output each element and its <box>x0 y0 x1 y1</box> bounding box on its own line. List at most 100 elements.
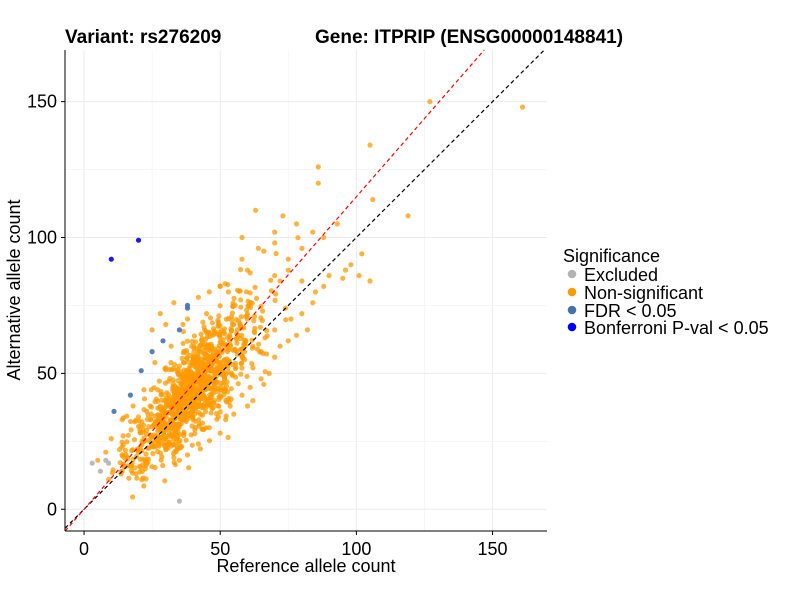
point-non-significant <box>132 419 138 425</box>
point-non-significant <box>206 368 212 374</box>
point-non-significant <box>217 334 223 341</box>
point-non-significant <box>184 355 190 361</box>
point-non-significant <box>206 289 212 295</box>
point-non-significant <box>334 221 340 227</box>
point-non-significant <box>191 333 197 339</box>
point-non-significant <box>261 381 267 387</box>
point-non-significant <box>191 349 197 355</box>
point-non-significant <box>252 330 258 336</box>
point-non-significant <box>209 320 215 326</box>
point-non-significant <box>312 289 319 295</box>
point-non-significant <box>256 341 262 347</box>
point-non-significant <box>239 392 245 398</box>
point-non-significant <box>158 392 164 398</box>
point-non-significant <box>179 386 185 392</box>
point-non-significant <box>321 283 327 289</box>
point-non-significant <box>223 417 229 423</box>
point-non-significant <box>229 317 235 323</box>
point-non-significant <box>252 284 258 290</box>
point-non-significant <box>149 464 155 470</box>
point-non-significant <box>367 142 373 148</box>
point-non-significant <box>153 444 159 450</box>
point-non-significant <box>163 446 169 453</box>
point-non-significant <box>197 396 203 402</box>
point-non-significant <box>266 370 272 376</box>
point-non-significant <box>239 256 245 262</box>
point-non-significant <box>244 373 250 379</box>
point-non-significant <box>143 451 149 457</box>
point-non-significant <box>209 361 215 367</box>
legend-swatch-excluded <box>567 269 577 279</box>
point-non-significant <box>172 462 178 468</box>
point-non-significant <box>221 380 227 386</box>
point-non-significant <box>178 380 184 386</box>
point-non-significant <box>141 387 147 393</box>
ref-line-fitted <box>64 49 485 532</box>
point-non-significant <box>251 318 257 324</box>
point-non-significant <box>163 365 169 371</box>
point-non-significant <box>208 410 214 416</box>
point-non-significant <box>246 302 252 308</box>
point-non-significant <box>155 387 161 393</box>
point-non-significant <box>192 363 199 369</box>
point-non-significant <box>170 377 176 383</box>
point-non-significant <box>197 446 203 452</box>
point-non-significant <box>239 365 245 371</box>
points-layer <box>89 99 526 504</box>
point-non-significant <box>273 291 279 297</box>
point-non-significant <box>207 330 213 336</box>
point-non-significant <box>231 295 237 301</box>
legend-label-fdr: FDR < 0.05 <box>584 301 677 321</box>
point-non-significant <box>519 104 526 110</box>
point-non-significant <box>175 386 181 392</box>
point-non-significant <box>95 457 101 463</box>
point-non-significant <box>225 434 231 440</box>
point-non-significant <box>134 475 140 481</box>
point-non-significant <box>180 340 186 346</box>
point-non-significant <box>257 324 263 330</box>
point-non-significant <box>126 475 132 481</box>
x-tick-label: 100 <box>341 539 371 559</box>
point-non-significant <box>262 369 268 375</box>
point-non-significant <box>326 273 332 279</box>
point-fdr-0-05 <box>184 302 191 308</box>
point-non-significant <box>258 349 264 355</box>
point-non-significant <box>213 411 220 417</box>
point-non-significant <box>315 180 321 186</box>
point-non-significant <box>229 372 235 378</box>
point-non-significant <box>206 438 213 444</box>
point-non-significant <box>206 377 212 383</box>
point-non-significant <box>155 436 161 442</box>
point-non-significant <box>272 354 278 360</box>
point-non-significant <box>233 335 239 341</box>
point-non-significant <box>174 436 180 442</box>
point-non-significant <box>293 332 300 338</box>
point-non-significant <box>214 364 220 370</box>
point-non-significant <box>272 273 278 279</box>
point-non-significant <box>181 367 187 373</box>
point-non-significant <box>168 360 174 366</box>
point-non-significant <box>148 411 154 417</box>
point-non-significant <box>258 376 264 382</box>
point-non-significant <box>128 467 134 474</box>
point-non-significant <box>155 412 162 418</box>
point-non-significant <box>135 414 142 420</box>
point-non-significant <box>170 383 176 390</box>
point-non-significant <box>148 387 154 393</box>
point-non-significant <box>135 449 142 455</box>
point-non-significant <box>239 234 245 241</box>
point-non-significant <box>187 363 194 369</box>
point-non-significant <box>207 315 214 321</box>
point-non-significant <box>185 390 191 397</box>
point-non-significant <box>199 377 205 383</box>
point-non-significant <box>250 365 256 371</box>
point-non-significant <box>173 411 179 417</box>
point-non-significant <box>120 442 126 448</box>
point-non-significant <box>195 409 201 416</box>
point-non-significant <box>120 433 126 439</box>
point-non-significant <box>151 422 157 428</box>
tick-labels: 0 50 100 150 0 50 100 150 <box>27 92 508 559</box>
point-non-significant <box>272 327 278 333</box>
point-non-significant <box>273 251 279 257</box>
